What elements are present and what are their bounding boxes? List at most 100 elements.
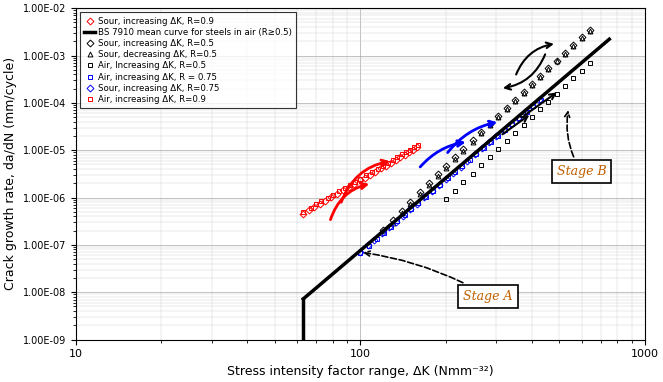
Air, increasing ΔK, R=0.9	[398, 152, 406, 157]
Sour, increasing ΔK, R=0.75	[450, 170, 457, 175]
Air, increasing ΔK, R = 0.75	[522, 109, 530, 114]
Sour, decreasing ΔK, R=0.5	[544, 67, 552, 71]
Sour, increasing ΔK, R=0.9	[396, 155, 404, 160]
Sour, decreasing ΔK, R=0.5	[469, 139, 477, 144]
Sour, increasing ΔK, R=0.75	[528, 104, 536, 108]
Air, increasing ΔK, R = 0.75	[429, 189, 437, 193]
BS 7910 mean curve for steels in air (R≥0.5)	[299, 297, 307, 301]
Air, increasing ΔK, R=0.9	[402, 150, 410, 154]
Air, increasing ΔK, R=0.9	[346, 182, 354, 187]
Air, increasing ΔK, R=0.9	[312, 202, 320, 207]
Air, increasing ΔK, R=0.9	[393, 155, 401, 159]
Sour, increasing ΔK, R=0.9	[409, 147, 417, 152]
Air, Increasing ΔK, R=0.5	[486, 155, 494, 159]
Y-axis label: Crack growth rate, da/dN (mm/cycle): Crack growth rate, da/dN (mm/cycle)	[4, 57, 17, 290]
Sour, increasing ΔK, R=0.75	[428, 189, 436, 193]
Air, increasing ΔK, R=0.9	[406, 147, 414, 152]
Air, increasing ΔK, R = 0.75	[387, 225, 394, 229]
Air, increasing ΔK, R = 0.75	[494, 133, 502, 138]
Air, increasing ΔK, R = 0.75	[380, 230, 388, 235]
Sour, increasing ΔK, R=0.75	[493, 134, 501, 138]
Sour, increasing ΔK, R=0.9	[310, 205, 318, 209]
Air, increasing ΔK, R=0.9	[384, 160, 392, 165]
Sour, increasing ΔK, R=0.75	[420, 195, 428, 199]
Air, Increasing ΔK, R=0.5	[561, 84, 569, 88]
Air, increasing ΔK, R=0.9	[356, 176, 364, 181]
Air, increasing ΔK, R = 0.75	[422, 195, 430, 199]
Air, increasing ΔK, R=0.9	[379, 163, 387, 168]
Air, increasing ΔK, R=0.9	[324, 195, 332, 200]
Sour, increasing ΔK, R=0.5	[416, 190, 424, 194]
Air, increasing ΔK, R=0.9	[329, 193, 337, 197]
BS 7910 mean curve for steels in air (R≥0.5)	[481, 143, 489, 147]
Sour, increasing ΔK, R=0.9	[371, 169, 379, 174]
Sour, increasing ΔK, R=0.9	[405, 150, 413, 154]
Sour, decreasing ΔK, R=0.5	[561, 51, 569, 56]
Sour, increasing ΔK, R=0.75	[463, 158, 471, 163]
Sour, increasing ΔK, R=0.9	[400, 152, 408, 157]
Sour, increasing ΔK, R=0.9	[339, 188, 347, 193]
Sour, increasing ΔK, R=0.9	[350, 182, 358, 186]
Line: Sour, increasing ΔK, R=0.5: Sour, increasing ΔK, R=0.5	[381, 28, 592, 233]
Sour, decreasing ΔK, R=0.5	[398, 211, 406, 215]
BS 7910 mean curve for steels in air (R≥0.5)	[300, 296, 308, 300]
BS 7910 mean curve for steels in air (R≥0.5)	[577, 61, 585, 66]
Air, Increasing ΔK, R=0.5	[451, 188, 459, 193]
Line: Sour, increasing ΔK, R=0.9: Sour, increasing ΔK, R=0.9	[301, 145, 419, 216]
Sour, increasing ΔK, R=0.75	[514, 115, 522, 120]
Air, Increasing ΔK, R=0.5	[503, 138, 511, 143]
Air, increasing ΔK, R=0.9	[374, 166, 382, 171]
Sour, increasing ΔK, R=0.9	[413, 145, 421, 150]
Air, increasing ΔK, R=0.9	[414, 142, 422, 147]
BS 7910 mean curve for steels in air (R≥0.5)	[487, 138, 495, 142]
Air, increasing ΔK, R = 0.75	[487, 139, 495, 144]
Air, increasing ΔK, R = 0.75	[373, 236, 381, 241]
Sour, decreasing ΔK, R=0.5	[585, 28, 593, 33]
Sour, increasing ΔK, R=0.9	[361, 175, 369, 180]
Sour, increasing ΔK, R=0.75	[385, 225, 393, 230]
Air, Increasing ΔK, R=0.5	[570, 76, 577, 81]
Sour, increasing ΔK, R=0.5	[398, 208, 406, 213]
Sour, decreasing ΔK, R=0.5	[406, 202, 414, 206]
Sour, increasing ΔK, R=0.5	[520, 89, 528, 94]
Air, increasing ΔK, R = 0.75	[465, 158, 473, 162]
Sour, increasing ΔK, R=0.5	[469, 138, 477, 142]
Sour, increasing ΔK, R=0.9	[328, 195, 335, 200]
Air, increasing ΔK, R=0.9	[410, 145, 418, 149]
Sour, increasing ΔK, R=0.5	[459, 147, 467, 152]
Sour, increasing ΔK, R=0.5	[528, 82, 536, 86]
Sour, increasing ΔK, R=0.75	[536, 97, 544, 102]
Sour, increasing ΔK, R=0.9	[345, 185, 353, 189]
BS 7910 mean curve for steels in air (R≥0.5)	[557, 78, 565, 83]
Sour, increasing ΔK, R=0.9	[356, 178, 364, 183]
Sour, increasing ΔK, R=0.9	[382, 163, 390, 168]
Air, increasing ΔK, R = 0.75	[436, 183, 444, 187]
Air, increasing ΔK, R = 0.75	[407, 207, 415, 212]
Air, increasing ΔK, R = 0.75	[515, 115, 523, 120]
Sour, increasing ΔK, R=0.75	[363, 243, 371, 248]
Sour, increasing ΔK, R=0.75	[435, 183, 443, 187]
Sour, increasing ΔK, R=0.75	[457, 164, 465, 169]
Sour, decreasing ΔK, R=0.5	[425, 183, 433, 188]
Sour, increasing ΔK, R=0.75	[485, 140, 493, 144]
Sour, increasing ΔK, R=0.75	[478, 146, 486, 151]
Sour, increasing ΔK, R=0.5	[503, 105, 511, 110]
Sour, increasing ΔK, R=0.5	[442, 164, 450, 168]
Air, Increasing ΔK, R=0.5	[459, 180, 467, 185]
Sour, increasing ΔK, R=0.75	[371, 237, 379, 242]
Air, increasing ΔK, R=0.9	[299, 210, 307, 214]
Sour, increasing ΔK, R=0.75	[399, 213, 407, 218]
Air, Increasing ΔK, R=0.5	[520, 123, 528, 127]
Sour, decreasing ΔK, R=0.5	[434, 174, 442, 178]
Air, increasing ΔK, R = 0.75	[393, 219, 401, 223]
Air, increasing ΔK, R=0.9	[335, 189, 343, 194]
Sour, decreasing ΔK, R=0.5	[459, 148, 467, 153]
BS 7910 mean curve for steels in air (R≥0.5)	[481, 142, 489, 147]
Air, increasing ΔK, R=0.9	[389, 157, 396, 162]
Sour, decreasing ΔK, R=0.5	[494, 115, 502, 119]
Legend: Sour, increasing ΔK, R=0.9, BS 7910 mean curve for steels in air (R≥0.5), Sour, : Sour, increasing ΔK, R=0.9, BS 7910 mean…	[80, 13, 296, 108]
Sour, increasing ΔK, R=0.75	[521, 109, 529, 114]
Sour, increasing ΔK, R=0.5	[486, 121, 494, 126]
Sour, increasing ΔK, R=0.75	[392, 219, 400, 224]
Sour, decreasing ΔK, R=0.5	[570, 44, 577, 48]
